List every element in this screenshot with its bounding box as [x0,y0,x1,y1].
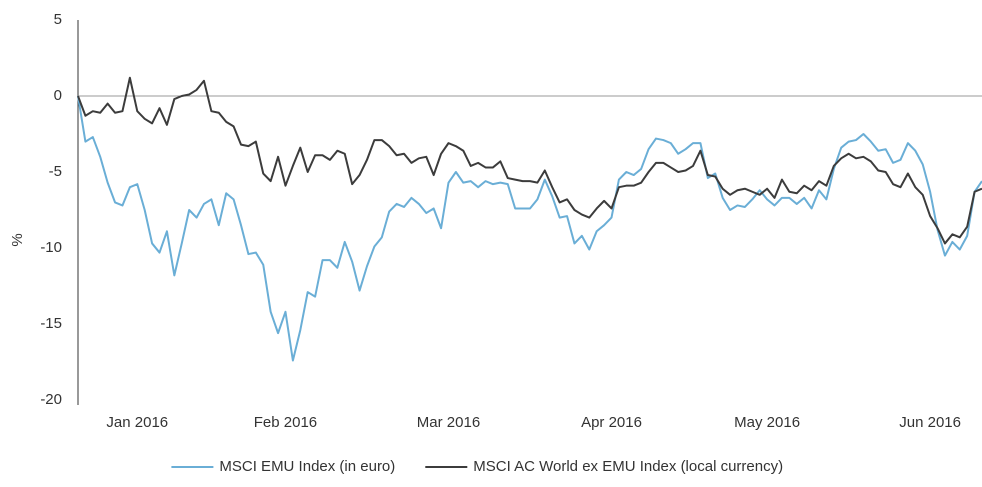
x-tick-label: Jan 2016 [106,414,168,431]
legend-label: MSCI EMU Index (in euro) [219,458,395,475]
series-line [77,95,982,362]
y-tick-label: -10 [40,239,62,256]
series-line [77,76,982,245]
x-tick-label: May 2016 [734,414,800,431]
x-tick-label: Jun 2016 [899,414,961,431]
legend-label: MSCI AC World ex EMU Index (local curren… [473,458,783,475]
x-tick-label: Feb 2016 [254,414,317,431]
x-tick-label: Apr 2016 [581,414,642,431]
y-tick-label: -5 [49,163,62,180]
y-tick-label: -15 [40,315,62,332]
y-axis-label: % [9,233,26,246]
y-tick-label: 5 [54,11,62,28]
y-tick-label: 0 [54,87,62,104]
y-tick-label: -20 [40,391,62,408]
x-tick-label: Mar 2016 [417,414,480,431]
